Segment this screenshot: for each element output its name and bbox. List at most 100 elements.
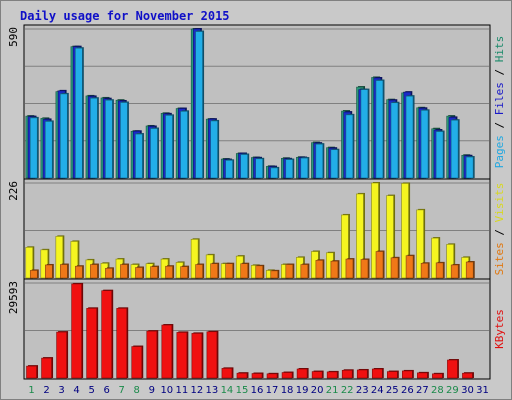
bar-sites-day-21 [330, 260, 339, 279]
bar-sites-day-17 [270, 270, 279, 279]
bar-sites-day-11 [180, 266, 188, 279]
bar-kbytes-day-19 [296, 368, 308, 379]
panel-kbytes: 29593 KBytes [7, 278, 506, 380]
panel-pages-legend: Pages / Files / Hits [493, 36, 506, 169]
panel-pages-max-label: 590 [7, 27, 20, 47]
bar-visits-day-4 [70, 241, 79, 279]
bar-kbytes-day-5 [86, 308, 97, 379]
x-tick-label: 1 [28, 385, 34, 396]
bar-sites-day-26 [405, 255, 414, 279]
bar-visits-day-27 [416, 209, 424, 279]
bar-pages-day-5 [90, 97, 98, 179]
bar-visits-day-12 [190, 239, 199, 279]
bar-sites-day-19 [300, 264, 309, 279]
chart-title: Daily usage for November 2015 [20, 9, 230, 23]
bar-pages-day-8 [135, 133, 143, 179]
bar-pages-day-7 [120, 102, 128, 179]
bar-kbytes-day-3 [56, 331, 67, 379]
x-tick-label: 31 [476, 385, 489, 396]
bar-kbytes-day-23 [356, 369, 368, 379]
legend-entry-/: / [493, 62, 506, 82]
panel-visits-max-label: 226 [7, 181, 20, 201]
legend-entry-/: / [493, 115, 506, 135]
bar-pages-day-2 [44, 121, 53, 179]
bar-kbytes-day-30 [462, 372, 473, 379]
bar-kbytes-day-28 [432, 373, 443, 379]
bar-pages-day-27 [420, 110, 429, 179]
panels-layer: 590 Pages / Files / Hits 226 Sites / Visits… [7, 24, 506, 380]
x-tick-label: 28 [431, 385, 444, 396]
bar-sites-day-3 [60, 264, 68, 279]
bar-pages-day-19 [300, 157, 309, 179]
bar-sites-day-2 [44, 264, 53, 279]
bar-kbytes-day-14 [221, 368, 233, 379]
bar-sites-day-12 [195, 264, 203, 279]
bar-kbytes-day-24 [371, 368, 383, 379]
bar-pages-day-16 [255, 158, 263, 179]
bar-kbytes-day-4 [71, 283, 82, 379]
legend-entry-pages: Pages [493, 135, 506, 168]
bar-pages-day-22 [345, 114, 354, 179]
bar-pages-day-29 [450, 119, 459, 179]
bar-visits-day-24 [371, 182, 379, 279]
bar-pages-day-10 [165, 115, 173, 179]
bar-pages-day-26 [405, 95, 414, 179]
bar-kbytes-day-10 [161, 324, 173, 379]
bar-sites-day-15 [240, 263, 249, 279]
bar-sites-day-18 [285, 264, 294, 279]
bar-pages-day-24 [375, 80, 384, 179]
bar-sites-day-14 [225, 263, 233, 279]
bar-kbytes-day-21 [326, 371, 338, 379]
x-tick-label: 13 [206, 385, 219, 396]
x-tick-label: 6 [103, 385, 109, 396]
x-axis: 1 2 3 4 5 6 7 8 9 10 11 12 13 14 15 16 17 18 19 20 21 22 23 24 2… [28, 385, 489, 396]
bar-kbytes-day-18 [281, 372, 293, 379]
bar-kbytes-day-29 [447, 359, 458, 379]
bar-pages-day-17 [270, 167, 279, 179]
bar-pages-day-28 [435, 131, 444, 179]
x-tick-label: 8 [134, 385, 140, 396]
x-tick-label: 14 [221, 385, 234, 396]
bar-pages-day-23 [360, 89, 369, 179]
bar-kbytes-day-20 [311, 371, 323, 379]
bar-kbytes-day-9 [146, 330, 158, 379]
bar-pages-day-9 [150, 128, 158, 179]
bar-pages-day-13 [210, 120, 218, 179]
bar-pages-day-15 [240, 154, 248, 179]
bar-sites-day-16 [255, 265, 264, 279]
bar-visits-day-2 [40, 249, 49, 279]
bar-pages-day-30 [465, 156, 474, 179]
x-tick-label: 27 [416, 385, 429, 396]
bar-sites-day-8 [135, 267, 143, 279]
bar-kbytes-day-16 [251, 373, 263, 379]
bar-visits-day-22 [341, 214, 349, 279]
x-tick-label: 30 [461, 385, 474, 396]
x-tick-label: 5 [88, 385, 94, 396]
legend-entry-sites: Sites [493, 242, 506, 275]
bar-sites-day-23 [360, 259, 369, 279]
x-tick-label: 9 [149, 385, 155, 396]
legend-entry-kbytes: KBytes [493, 309, 506, 349]
bar-kbytes-day-12 [191, 333, 203, 379]
panel-visits: 226 Sites / Visits [7, 178, 506, 280]
x-tick-label: 24 [371, 385, 384, 396]
x-tick-label: 21 [326, 385, 339, 396]
x-tick-label: 3 [58, 385, 64, 396]
bar-visits-day-3 [55, 236, 64, 279]
bar-kbytes-day-8 [131, 346, 143, 379]
bar-visits-day-28 [431, 237, 439, 279]
x-tick-label: 12 [191, 385, 204, 396]
legend-entry-visits: Visits [493, 183, 506, 223]
x-tick-label: 15 [236, 385, 249, 396]
x-tick-label: 17 [266, 385, 279, 396]
bar-kbytes-day-22 [341, 369, 353, 379]
bar-kbytes-day-13 [206, 331, 218, 379]
bar-kbytes-day-25 [386, 371, 398, 379]
bar-sites-day-1 [29, 270, 38, 279]
bar-sites-day-24 [375, 251, 384, 279]
bar-kbytes-day-6 [101, 290, 112, 379]
bar-sites-day-7 [120, 264, 128, 279]
x-tick-label: 10 [160, 385, 173, 396]
bar-sites-day-29 [450, 264, 459, 279]
